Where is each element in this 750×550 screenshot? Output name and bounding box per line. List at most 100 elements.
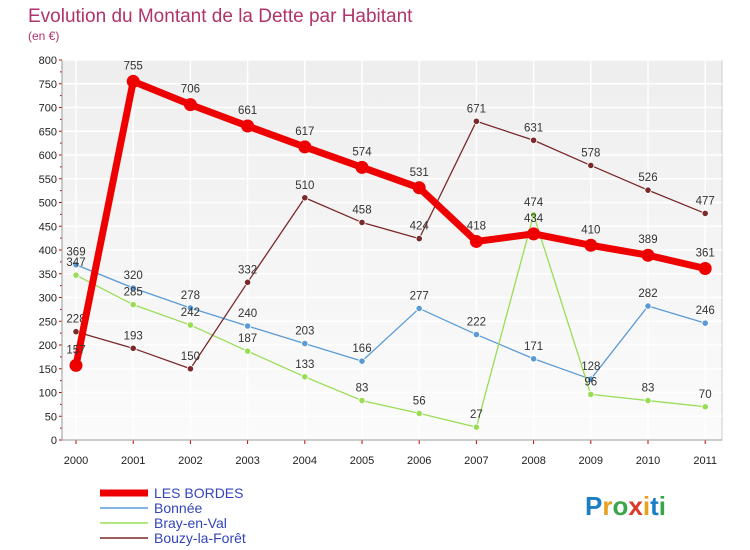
data-point <box>415 304 423 313</box>
data-point <box>412 181 426 195</box>
data-point <box>644 302 652 310</box>
data-label: 671 <box>467 103 486 115</box>
data-point <box>358 396 366 405</box>
data-label: 27 <box>470 409 483 421</box>
x-tick-label: 2006 <box>407 455 431 467</box>
y-tick-label: 750 <box>39 79 57 91</box>
x-tick-label: 2002 <box>178 455 202 467</box>
data-label: 389 <box>638 234 657 246</box>
data-label: 166 <box>352 343 371 355</box>
data-label: 410 <box>581 224 600 236</box>
y-tick-label: 300 <box>39 293 57 305</box>
data-label: 631 <box>524 122 543 134</box>
legend-label: Bonnée <box>154 500 202 516</box>
data-label: 361 <box>696 248 715 260</box>
data-label: 277 <box>410 290 429 302</box>
data-point <box>587 161 595 170</box>
data-label: 133 <box>295 359 314 371</box>
data-point <box>587 390 595 398</box>
y-tick-label: 0 <box>51 435 57 447</box>
data-label: 282 <box>638 288 657 300</box>
data-label: 418 <box>467 220 486 232</box>
data-point <box>529 355 538 363</box>
x-tick-label: 2009 <box>579 455 603 467</box>
data-point <box>644 186 652 194</box>
proxiti-logo: Proxiti <box>585 491 666 521</box>
data-label: 56 <box>413 395 426 407</box>
x-tick-label: 2001 <box>121 455 145 467</box>
data-point <box>72 328 80 336</box>
legend: LES BORDESBonnéeBray-en-ValBouzy-la-Forê… <box>100 485 246 546</box>
legend-label: Bray-en-Val <box>154 515 227 531</box>
data-label: 474 <box>524 197 544 209</box>
y-tick-label: 650 <box>39 126 57 138</box>
y-tick-label: 700 <box>39 103 57 115</box>
data-point <box>698 262 712 276</box>
data-point <box>72 261 80 269</box>
data-point <box>126 74 140 88</box>
y-tick-label: 450 <box>39 221 57 233</box>
data-point <box>186 321 194 329</box>
data-label: 369 <box>66 247 85 259</box>
series-line <box>75 120 706 370</box>
x-tick-label: 2010 <box>636 455 660 467</box>
data-label: 347 <box>66 257 85 269</box>
data-point <box>701 319 709 327</box>
data-label: 510 <box>295 180 314 192</box>
data-label: 70 <box>699 389 712 401</box>
data-label: 203 <box>295 326 314 338</box>
data-point <box>301 339 309 348</box>
data-label: 531 <box>410 167 429 179</box>
y-tick-label: 150 <box>39 364 57 376</box>
data-point <box>641 248 655 262</box>
data-point <box>415 235 423 243</box>
data-point <box>415 409 423 417</box>
y-tick-label: 250 <box>39 316 57 328</box>
data-label: 424 <box>410 221 430 233</box>
data-point <box>358 218 366 227</box>
data-point <box>129 284 137 292</box>
data-label: 193 <box>124 330 143 342</box>
data-label: 171 <box>524 341 543 353</box>
x-tick-label: 2011 <box>693 455 717 467</box>
y-tick-label: 200 <box>39 340 57 352</box>
y-tick-label: 350 <box>39 269 57 281</box>
data-point <box>472 330 480 339</box>
data-label: 128 <box>581 361 600 373</box>
data-label: 157 <box>66 344 85 356</box>
y-tick-label: 550 <box>39 174 57 186</box>
data-point <box>358 357 366 365</box>
data-label: 578 <box>581 147 600 159</box>
data-point <box>529 211 538 219</box>
data-label: 477 <box>696 195 715 207</box>
data-label: 222 <box>467 317 486 329</box>
data-label: 706 <box>181 84 200 96</box>
data-label: 574 <box>352 146 372 158</box>
data-point <box>584 238 598 252</box>
data-point <box>644 396 652 405</box>
data-label: 242 <box>181 307 200 319</box>
data-point <box>355 160 369 174</box>
data-label: 83 <box>642 383 655 395</box>
y-tick-label: 800 <box>39 55 57 67</box>
data-point <box>186 365 194 373</box>
data-point <box>469 234 483 248</box>
data-point <box>183 98 197 112</box>
data-point <box>129 344 137 352</box>
data-point <box>301 194 309 202</box>
data-point <box>301 373 309 381</box>
data-point <box>529 136 538 144</box>
data-point <box>244 322 252 330</box>
data-point <box>298 140 312 154</box>
data-point <box>244 278 252 286</box>
data-point <box>72 271 80 279</box>
plot-area: 0 50 100 150 200 250 300 350 400 450 500 550 600 650 7… <box>39 55 723 467</box>
data-label: 83 <box>356 383 369 395</box>
data-point <box>241 119 255 133</box>
data-label: 661 <box>238 105 257 117</box>
series-line <box>75 214 706 428</box>
data-label: 187 <box>238 333 257 345</box>
data-point <box>244 347 252 355</box>
